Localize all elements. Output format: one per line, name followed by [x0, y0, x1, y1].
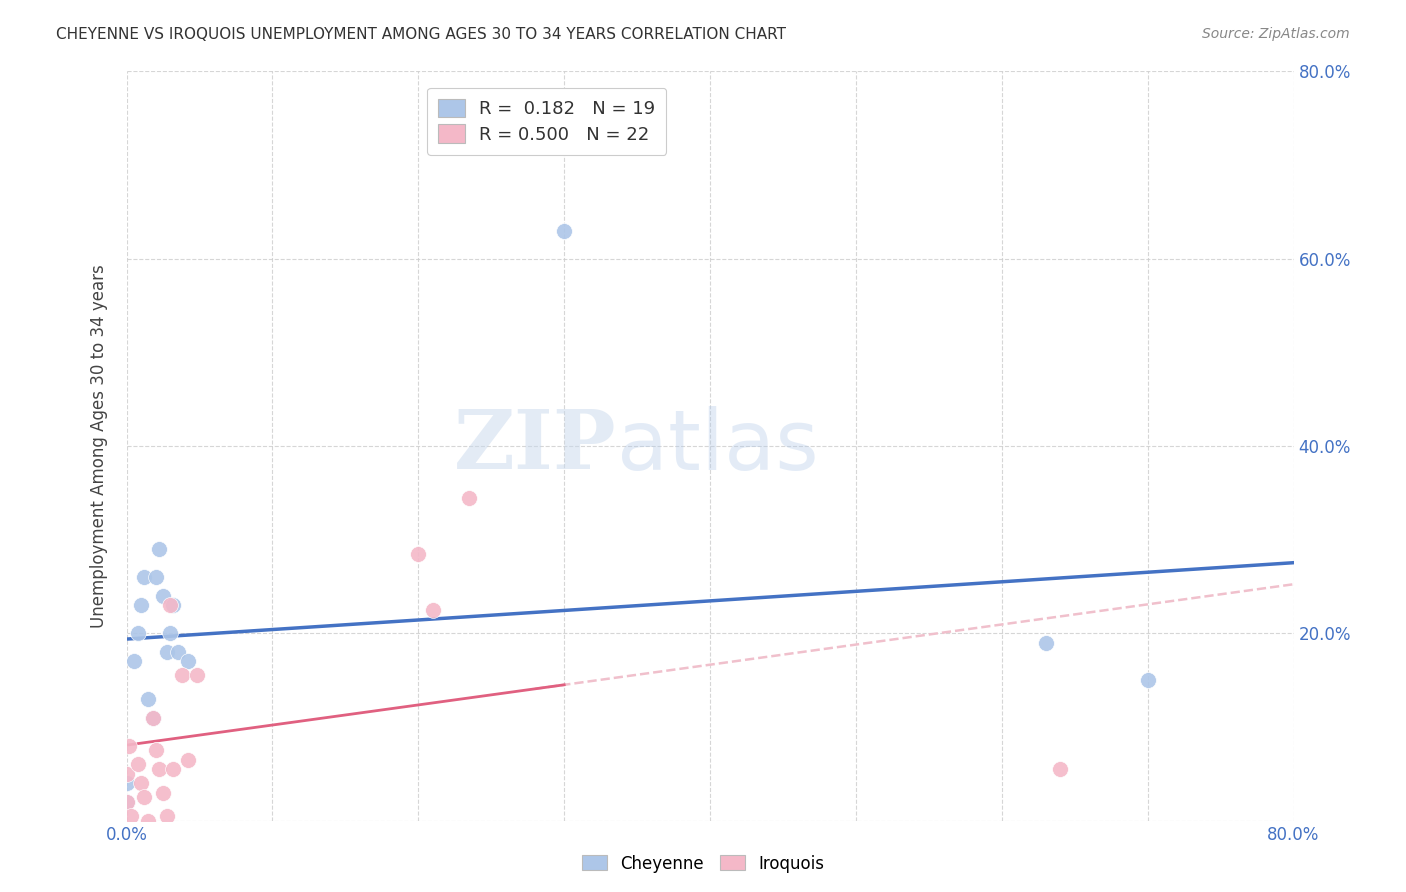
Point	[159, 626, 181, 640]
Point	[186, 668, 208, 682]
Text: ZIP: ZIP	[454, 406, 617, 486]
Point	[115, 795, 138, 809]
Point	[120, 809, 142, 823]
Point	[162, 762, 184, 776]
Point	[408, 547, 430, 561]
Point	[142, 710, 165, 724]
Point	[156, 645, 179, 659]
Point	[115, 776, 138, 790]
Point	[142, 710, 165, 724]
Point	[152, 786, 174, 800]
Y-axis label: Unemployment Among Ages 30 to 34 years: Unemployment Among Ages 30 to 34 years	[90, 264, 108, 628]
Point	[138, 692, 160, 706]
Point	[145, 743, 167, 757]
Point	[148, 542, 170, 557]
Legend: R =  0.182   N = 19, R = 0.500   N = 22: R = 0.182 N = 19, R = 0.500 N = 22	[427, 88, 666, 154]
Point	[118, 739, 141, 753]
Point	[115, 795, 138, 809]
Point	[127, 757, 149, 772]
Point	[422, 603, 444, 617]
Point	[162, 599, 184, 613]
Point	[553, 223, 575, 237]
Point	[159, 599, 181, 613]
Point	[122, 655, 145, 669]
Point	[145, 570, 167, 584]
Text: CHEYENNE VS IROQUOIS UNEMPLOYMENT AMONG AGES 30 TO 34 YEARS CORRELATION CHART: CHEYENNE VS IROQUOIS UNEMPLOYMENT AMONG …	[56, 27, 786, 42]
Point	[170, 668, 193, 682]
Point	[458, 491, 481, 505]
Point	[127, 626, 149, 640]
Point	[166, 645, 188, 659]
Point	[115, 767, 138, 781]
Point	[1136, 673, 1159, 688]
Point	[177, 753, 200, 767]
Point	[1049, 762, 1071, 776]
Point	[1035, 635, 1057, 649]
Point	[148, 762, 170, 776]
Text: atlas: atlas	[617, 406, 818, 486]
Point	[132, 790, 155, 805]
Point	[177, 655, 200, 669]
Text: Source: ZipAtlas.com: Source: ZipAtlas.com	[1202, 27, 1350, 41]
Point	[152, 589, 174, 603]
Point	[129, 776, 152, 790]
Point	[138, 814, 160, 828]
Point	[156, 809, 179, 823]
Point	[129, 599, 152, 613]
Point	[132, 570, 155, 584]
Legend: Cheyenne, Iroquois: Cheyenne, Iroquois	[575, 848, 831, 880]
